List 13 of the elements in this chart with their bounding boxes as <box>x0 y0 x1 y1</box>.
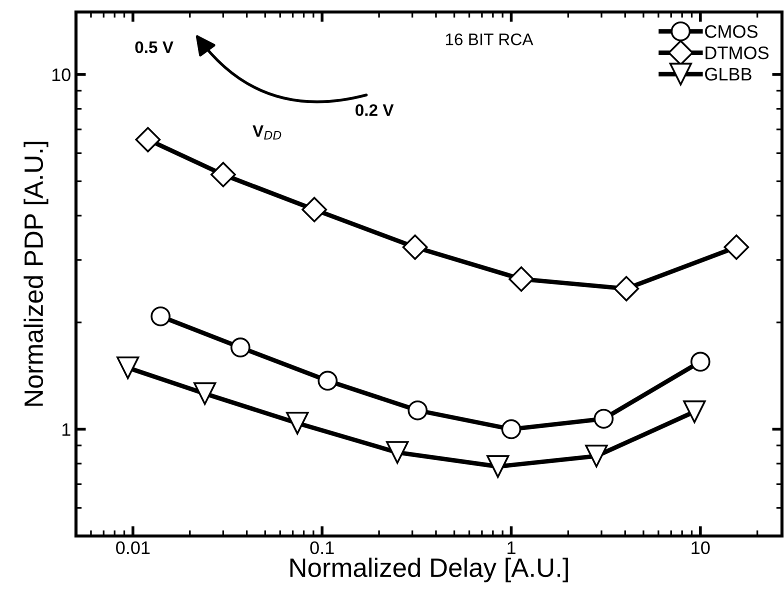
x-axis-title: Normalized Delay [A.U.] <box>290 558 568 582</box>
x-tick-label: 1 <box>508 542 516 554</box>
legend-label: CMOS <box>705 25 758 38</box>
annotation: 0.5 V <box>135 41 174 54</box>
x-tick-label: 10 <box>692 541 710 554</box>
annotation: 16 BIT RCA <box>446 33 534 46</box>
x-tick-label: 0.01 <box>116 541 150 554</box>
x-tick-label: 0.1 <box>310 541 334 554</box>
annotation: 0.2 V <box>356 104 394 116</box>
legend-label: GLBB <box>705 68 752 81</box>
annotation: V$_{DD}$ <box>252 125 282 140</box>
y-axis-title: Normalized PDP [A.U.] <box>24 142 48 406</box>
legend-label: DTMOS <box>706 46 769 60</box>
